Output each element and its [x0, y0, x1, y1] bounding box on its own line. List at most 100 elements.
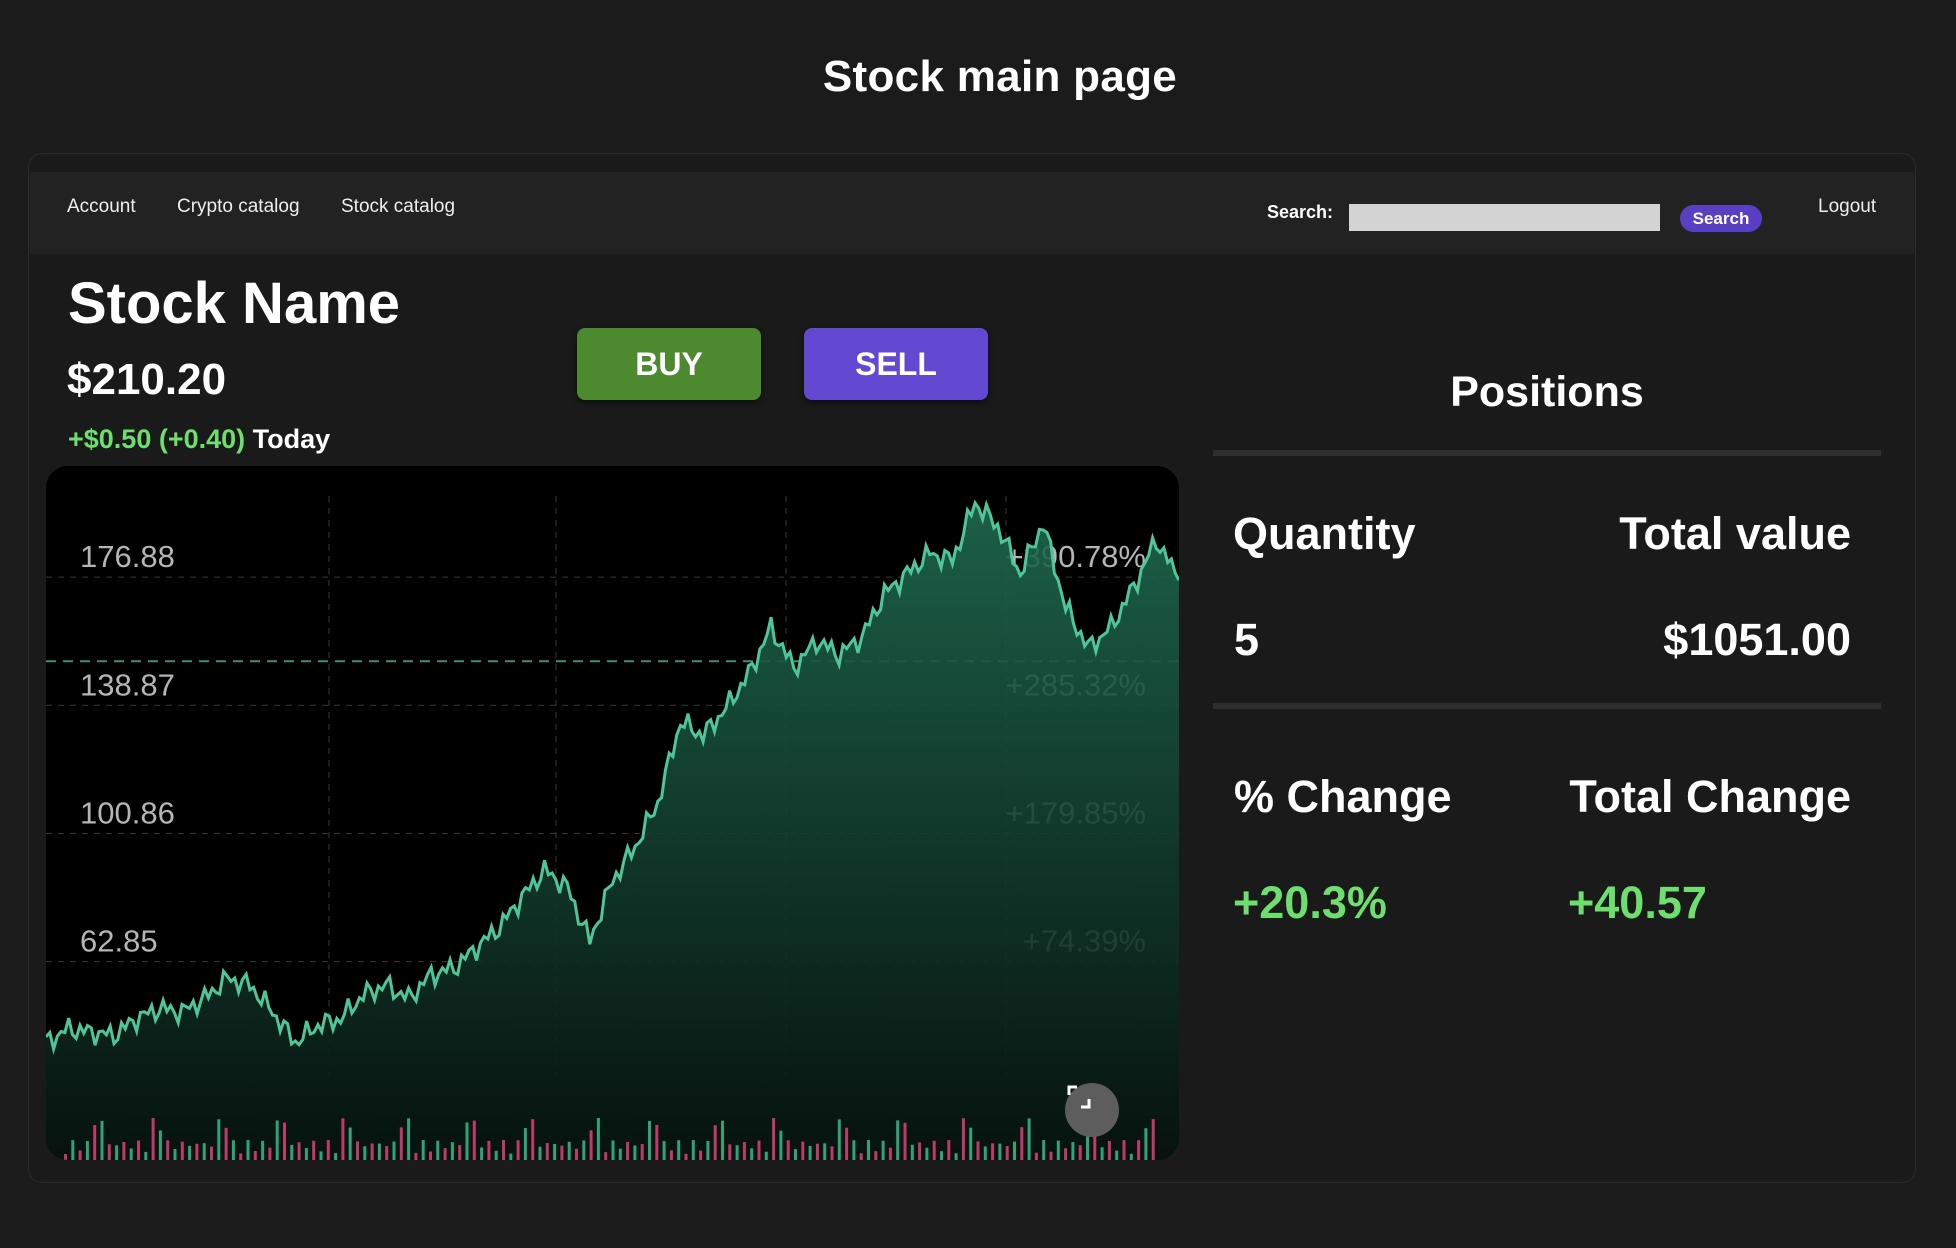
volume-bar — [1049, 1151, 1053, 1160]
y-tick-label: 176.88 — [80, 539, 175, 574]
volume-bar — [764, 1151, 768, 1160]
volume-bar — [823, 1143, 827, 1160]
volume-bar — [567, 1141, 571, 1160]
price-series-line — [46, 499, 1179, 1055]
quantity-value: 5 — [1234, 614, 1260, 665]
volume-bar — [728, 1144, 732, 1160]
volume-bar — [808, 1145, 812, 1160]
volume-bar — [231, 1140, 235, 1160]
volume-bar — [326, 1140, 330, 1160]
volume-bar — [188, 1145, 192, 1160]
volume-bar — [903, 1122, 907, 1160]
volume-bar — [392, 1141, 396, 1160]
volume-bar — [626, 1141, 630, 1160]
volume-bar — [947, 1140, 951, 1160]
volume-bar — [158, 1130, 162, 1160]
volume-bar — [465, 1122, 469, 1160]
volume-bar — [881, 1140, 885, 1160]
total-value-label: Total value — [1619, 508, 1851, 559]
volume-bar — [699, 1150, 703, 1160]
volume-bar — [239, 1153, 243, 1160]
volume-bar — [494, 1150, 498, 1160]
volume-bar — [129, 1148, 133, 1160]
volume-bar — [1013, 1141, 1016, 1160]
volume-bar — [706, 1140, 710, 1160]
volume-bar — [1034, 1152, 1038, 1160]
volume-bar — [421, 1140, 425, 1160]
volume-bar — [1151, 1119, 1155, 1160]
volume-bar — [180, 1141, 184, 1160]
volume-bar — [757, 1140, 761, 1160]
price-chart[interactable]: 176.88+390.78%138.87+285.32%100.86+179.8… — [46, 466, 1179, 1160]
volume-bar — [341, 1118, 345, 1160]
volume-bar — [268, 1147, 272, 1160]
volume-bar — [370, 1143, 374, 1160]
volume-bar — [691, 1140, 695, 1160]
volume-bar — [334, 1153, 338, 1160]
volume-bar — [450, 1142, 454, 1160]
volume-bar — [151, 1118, 155, 1160]
price-chart-svg: 176.88+390.78%138.87+285.32%100.86+179.8… — [46, 496, 1179, 1160]
volume-bar — [713, 1125, 717, 1160]
volume-bar — [845, 1127, 849, 1160]
volume-bar — [859, 1153, 863, 1160]
volume-bar — [1042, 1140, 1046, 1160]
volume-bar — [1122, 1140, 1126, 1160]
volume-bar — [1078, 1145, 1082, 1160]
total-change-value: +40.57 — [1568, 877, 1707, 928]
search-input[interactable] — [1349, 204, 1660, 231]
expand-chart-button[interactable] — [1065, 1083, 1119, 1137]
volume-bar — [312, 1140, 316, 1160]
volume-bar — [261, 1140, 265, 1160]
volume-bar — [363, 1146, 367, 1160]
volume-bar — [399, 1127, 403, 1160]
volume-bar — [195, 1143, 199, 1160]
volume-bar — [217, 1119, 221, 1160]
volume-bar — [779, 1130, 783, 1160]
pct-change-label: % Change — [1234, 771, 1452, 822]
volume-bar — [1129, 1153, 1133, 1160]
nav-crypto-catalog-link[interactable]: Crypto catalog — [177, 196, 300, 217]
volume-bar — [640, 1144, 644, 1160]
volume-bar — [348, 1127, 352, 1160]
buy-button[interactable]: BUY — [577, 328, 761, 400]
volume-bar — [589, 1130, 593, 1160]
volume-bar — [1100, 1147, 1104, 1160]
volume-bar — [575, 1148, 578, 1160]
volume-bar — [538, 1146, 542, 1160]
volume-bar — [1137, 1140, 1141, 1160]
volume-bar — [144, 1151, 148, 1160]
volume-bar — [78, 1150, 82, 1160]
volume-bar — [1064, 1148, 1068, 1160]
volume-bar — [202, 1143, 206, 1160]
volume-bar — [458, 1145, 462, 1160]
volume-bar — [1005, 1145, 1009, 1160]
volume-bar — [815, 1143, 819, 1160]
total-value: $1051.00 — [1663, 614, 1851, 665]
volume-bar — [837, 1119, 841, 1160]
volume-bar — [611, 1140, 615, 1160]
volume-bar — [137, 1140, 140, 1160]
volume-bar — [100, 1120, 104, 1160]
volume-bar — [1020, 1127, 1024, 1160]
stock-name: Stock Name — [68, 271, 401, 336]
logout-link[interactable]: Logout — [1818, 196, 1877, 217]
volume-bar — [618, 1148, 622, 1160]
volume-bar — [283, 1122, 286, 1160]
volume-bar — [874, 1151, 878, 1160]
search-button[interactable]: Search — [1680, 205, 1762, 232]
expand-icon — [1067, 1085, 1091, 1109]
volume-bar — [669, 1150, 673, 1160]
volume-bar — [93, 1125, 97, 1160]
volume-bar — [253, 1150, 257, 1160]
nav-stock-catalog-link[interactable]: Stock catalog — [341, 196, 456, 217]
volume-bar — [1056, 1140, 1060, 1160]
volume-bar — [553, 1143, 557, 1160]
volume-bar — [677, 1140, 681, 1160]
sell-button[interactable]: SELL — [804, 328, 988, 400]
volume-bar — [246, 1140, 250, 1160]
volume-bar — [596, 1118, 600, 1160]
volume-bar — [932, 1140, 936, 1160]
nav-account-link[interactable]: Account — [67, 196, 136, 217]
volume-bar — [377, 1143, 381, 1160]
